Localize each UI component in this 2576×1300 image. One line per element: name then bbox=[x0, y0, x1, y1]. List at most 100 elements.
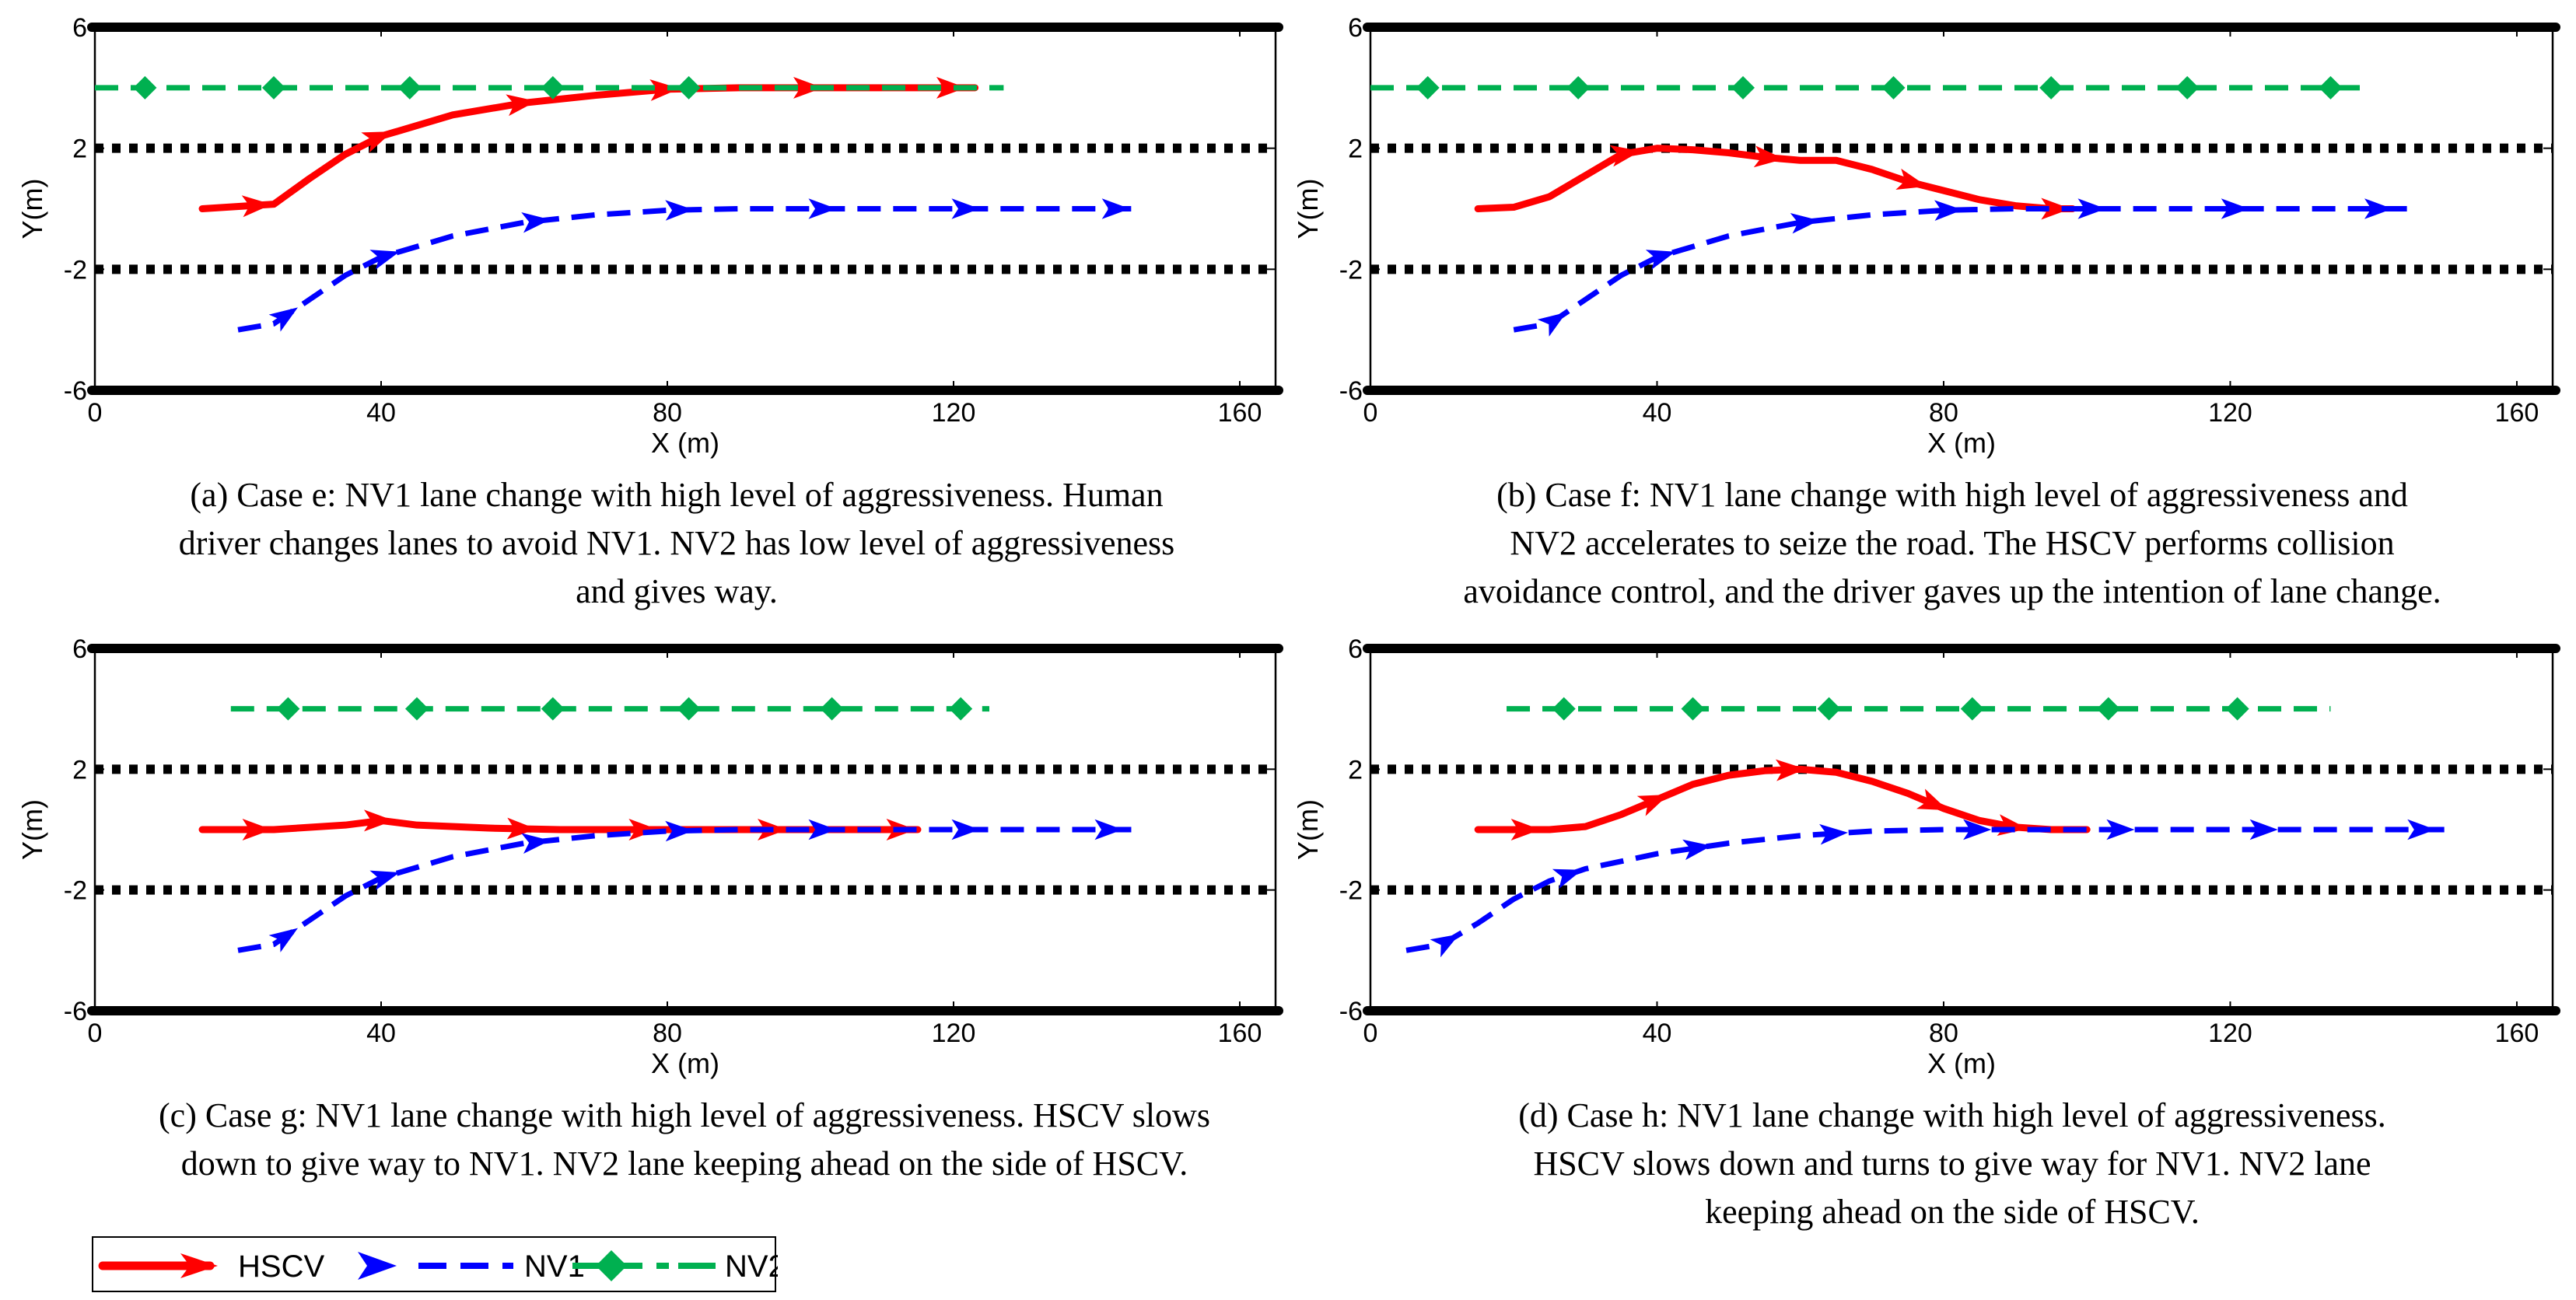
y-tick-label-c: 2 bbox=[72, 755, 87, 785]
marker-nv2-diamond-a bbox=[133, 75, 157, 100]
caption-c-line-2: down to give way to NV1. NV2 lane keepin… bbox=[180, 1144, 1188, 1183]
caption-a-line-3: and gives way. bbox=[576, 572, 778, 610]
x-axis-label-c: X (m) bbox=[651, 1047, 719, 1079]
marker-hscv-arrow-d bbox=[1636, 794, 1669, 816]
x-tick-label-c: 160 bbox=[1218, 1019, 1262, 1048]
marker-nv1-arrow-b bbox=[1645, 250, 1676, 270]
y-tick-label-b: 2 bbox=[1348, 135, 1363, 164]
marker-nv1-arrow-d bbox=[1963, 819, 1992, 840]
x-tick-label-a: 0 bbox=[88, 398, 103, 428]
x-tick-label-d: 40 bbox=[1643, 1019, 1672, 1048]
marker-nv2-diamond-b bbox=[2319, 75, 2343, 100]
marker-nv2-diamond-b bbox=[2039, 75, 2063, 100]
y-tick-label-a: 6 bbox=[72, 13, 87, 43]
y-tick-label-d: -6 bbox=[1339, 997, 1363, 1026]
caption-d-line-3: keeping ahead on the side of HSCV. bbox=[1705, 1193, 2200, 1231]
marker-nv2-diamond-a bbox=[262, 75, 285, 100]
marker-nv1-arrow-a bbox=[665, 200, 694, 221]
marker-hscv-arrow-a bbox=[506, 94, 537, 117]
y-tick-label-b: 6 bbox=[1348, 13, 1363, 43]
y-tick-label-a: 2 bbox=[72, 135, 87, 164]
marker-hscv-arrow-a bbox=[649, 79, 680, 101]
marker-nv2-diamond-c bbox=[276, 697, 300, 721]
y-tick-label-d: 2 bbox=[1348, 755, 1363, 785]
caption-a-line-1: (a) Case e: NV1 lane change with high le… bbox=[190, 476, 1164, 514]
y-tick-label-c: -6 bbox=[64, 997, 87, 1026]
marker-hscv-arrow-a bbox=[241, 195, 272, 218]
y-axis-label-a: Y(m) bbox=[16, 179, 48, 239]
marker-hscv-arrow-a bbox=[793, 76, 823, 99]
marker-nv1-arrow-b bbox=[1537, 312, 1567, 337]
y-tick-label-b: -6 bbox=[1339, 376, 1363, 406]
caption-b-line-3: avoidance control, and the driver gaves … bbox=[1463, 572, 2441, 610]
plot-c: 0 40 80 120 160 -6 -2 2 6 X (m) Y(m) bbox=[16, 634, 1283, 1079]
marker-hscv-arrow-b bbox=[1753, 145, 1784, 168]
x-tick-label-d: 160 bbox=[2495, 1019, 2539, 1048]
caption-d-line-2: HSCV slows down and turns to give way fo… bbox=[1533, 1144, 2371, 1183]
plot-d: 0 40 80 120 160 -6 -2 2 6 X (m) Y(m) bbox=[1292, 634, 2560, 1079]
marker-nv2-diamond-d bbox=[1960, 697, 1984, 721]
caption-b-line-1: (b) Case f: NV1 lane change with high le… bbox=[1496, 476, 2408, 514]
caption-a-line-2: driver changes lanes to avoid NV1. NV2 h… bbox=[178, 524, 1175, 562]
caption-c-line-1: (c) Case g: NV1 lane change with high le… bbox=[159, 1096, 1210, 1134]
x-axis-label-b: X (m) bbox=[1927, 427, 1996, 459]
y-tick-label-b: -2 bbox=[1339, 255, 1363, 285]
marker-nv1-arrow-c bbox=[951, 819, 980, 840]
y-tick-label-c: 6 bbox=[72, 634, 87, 664]
x-tick-label-a: 160 bbox=[1218, 398, 1262, 428]
marker-nv2-diamond-a bbox=[677, 75, 701, 100]
marker-nv1-arrow-d bbox=[2106, 819, 2135, 840]
marker-nv1-arrow-a bbox=[808, 198, 837, 219]
series-hscv-d bbox=[1474, 765, 2091, 833]
marker-nv2-diamond-c bbox=[820, 697, 844, 721]
marker-nv2-diamond-d bbox=[2225, 697, 2249, 721]
marker-hscv-arrow-c bbox=[628, 819, 659, 840]
marker-nv2-diamond-d bbox=[2096, 697, 2120, 721]
series-nv1-a bbox=[237, 206, 1132, 333]
y-axis-label-b: Y(m) bbox=[1292, 179, 1324, 239]
x-tick-label-a: 40 bbox=[366, 398, 396, 428]
legend-nv2-label: NV2 bbox=[725, 1249, 778, 1284]
marker-nv2-diamond-c bbox=[677, 697, 701, 721]
marker-nv1-arrow-d bbox=[1552, 868, 1583, 889]
plot-a: 0 40 80 120 160 -6 -2 2 6 X (m) Y(m) bbox=[16, 13, 1283, 459]
legend-nv1-arrow bbox=[358, 1252, 397, 1280]
x-tick-label-c: 0 bbox=[88, 1019, 103, 1048]
marker-nv1-arrow-b bbox=[1790, 213, 1820, 234]
marker-nv1-arrow-a bbox=[369, 250, 400, 270]
x-tick-label-b: 120 bbox=[2208, 398, 2252, 428]
marker-nv1-arrow-a bbox=[521, 212, 551, 233]
marker-nv1-arrow-a bbox=[951, 198, 980, 219]
marker-nv1-arrow-c bbox=[808, 819, 837, 840]
marker-nv2-diamond-b bbox=[1881, 75, 1906, 100]
x-tick-label-d: 80 bbox=[1929, 1019, 1958, 1048]
x-tick-label-b: 80 bbox=[1929, 398, 1958, 428]
marker-nv2-diamond-d bbox=[1681, 697, 1705, 721]
caption-d-line-1: (d) Case h: NV1 lane change with high le… bbox=[1518, 1096, 2386, 1134]
series-nv1-b bbox=[1513, 206, 2410, 333]
y-axis-label-d: Y(m) bbox=[1292, 799, 1324, 860]
marker-nv1-arrow-d bbox=[1430, 934, 1460, 958]
caption-b-line-2: NV2 accelerates to seize the road. The H… bbox=[1510, 524, 2395, 562]
caption-b: (b) Case f: NV1 lane change with high le… bbox=[1338, 471, 2567, 616]
y-tick-label-a: -2 bbox=[64, 255, 87, 285]
marker-hscv-arrow-c bbox=[364, 809, 394, 832]
marker-nv2-diamond-b bbox=[1566, 75, 1591, 100]
x-tick-label-c: 40 bbox=[366, 1019, 396, 1048]
series-nv1-c bbox=[237, 826, 1132, 953]
marker-nv2-diamond-b bbox=[1731, 75, 1755, 100]
marker-nv2-diamond-b bbox=[2175, 75, 2200, 100]
marker-nv1-arrow-b bbox=[2221, 198, 2249, 219]
x-axis-label-a: X (m) bbox=[651, 427, 719, 459]
marker-nv1-arrow-c bbox=[1094, 819, 1123, 840]
marker-nv1-arrow-c bbox=[369, 870, 400, 891]
marker-hscv-arrow-c bbox=[506, 817, 537, 840]
caption-c: (c) Case g: NV1 lane change with high le… bbox=[47, 1092, 1322, 1188]
marker-nv1-arrow-a bbox=[268, 307, 298, 332]
marker-hscv-arrow-a bbox=[936, 76, 966, 99]
marker-nv1-arrow-d bbox=[2249, 819, 2278, 840]
x-tick-label-a: 120 bbox=[932, 398, 976, 428]
y-tick-label-d: 6 bbox=[1348, 634, 1363, 664]
marker-hscv-arrow-d bbox=[1775, 759, 1806, 781]
marker-nv2-diamond-b bbox=[1416, 75, 1440, 100]
